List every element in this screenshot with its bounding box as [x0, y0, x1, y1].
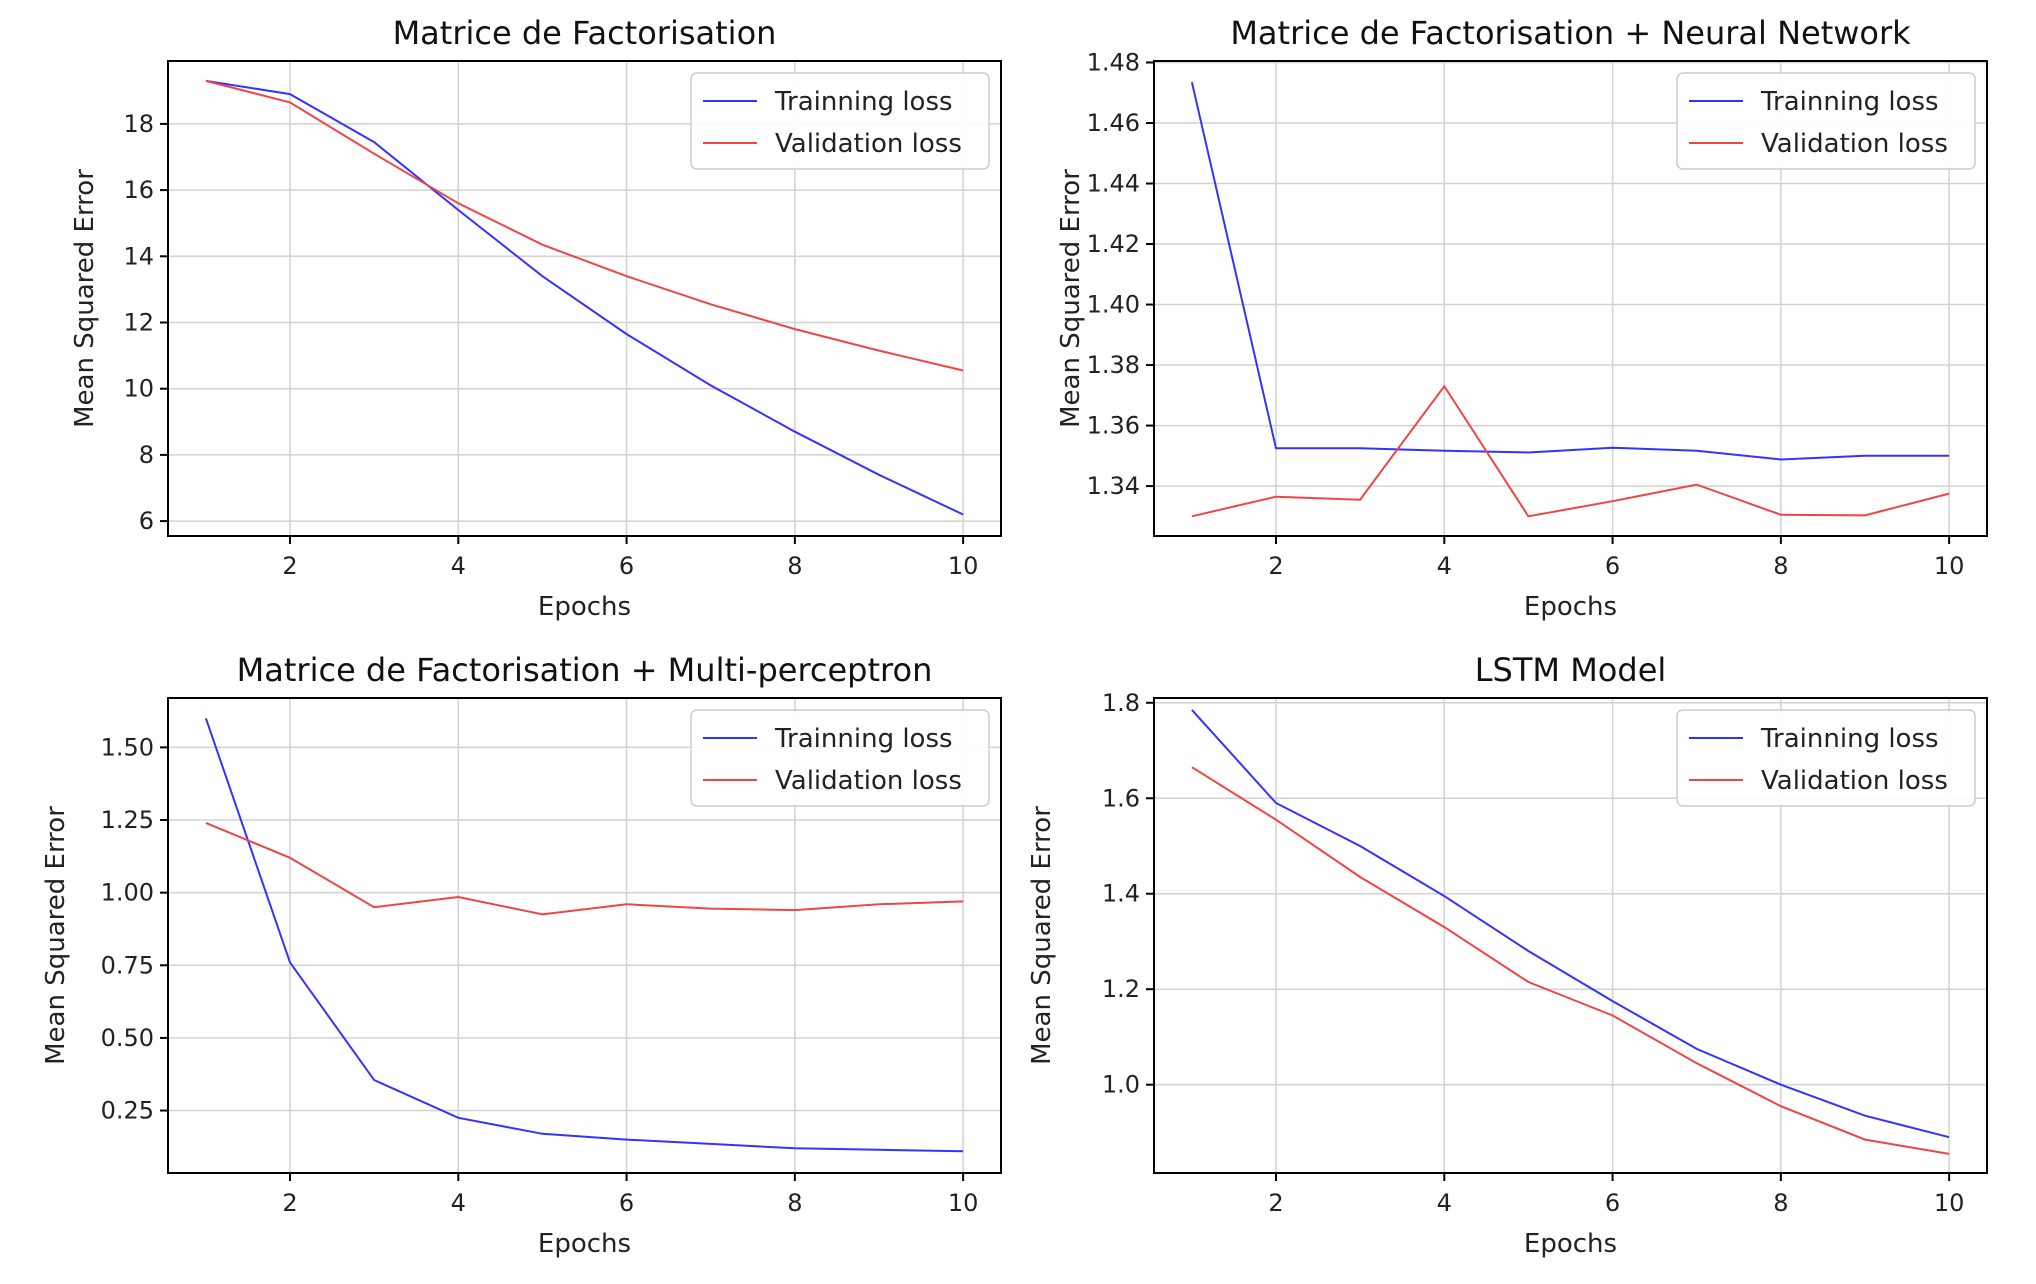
legend-label: Validation loss	[1761, 766, 1948, 796]
chart-title: Matrice de Factorisation + Multi-percept…	[237, 651, 933, 689]
x-tick-label: 6	[619, 552, 634, 580]
y-tick-label: 10	[123, 375, 154, 403]
y-tick-label: 1.36	[1087, 412, 1140, 440]
legend-label: Validation loss	[775, 129, 962, 159]
y-tick-label: 1.4	[1102, 880, 1140, 908]
y-tick-label: 1.00	[101, 879, 154, 907]
x-tick-label: 4	[451, 552, 466, 580]
y-tick-label: 8	[139, 441, 154, 469]
subplot-2: 2 4 6 8 10 1.34 1.36 1.38 1.40 1.42 1.44 1.46 1.48 Ma…	[1056, 14, 1988, 622]
chart-title: Matrice de Factorisation	[393, 14, 777, 52]
y-tick-label: 0.50	[101, 1024, 154, 1052]
subplot-4: 2 4 6 8 10 1.0 1.2 1.4 1.6 1.8 LSTM Model Epochs Mea…	[1027, 651, 1988, 1259]
chart-title: LSTM Model	[1475, 651, 1667, 689]
x-axis-label: Epochs	[538, 592, 631, 622]
x-tick-label: 8	[1773, 552, 1788, 580]
y-tick-label: 1.46	[1087, 109, 1140, 137]
legend: Trainning loss Validation loss	[690, 72, 990, 170]
y-tick-label: 12	[123, 308, 154, 336]
y-tick-label: 14	[123, 242, 154, 270]
x-tick-label: 6	[1605, 552, 1620, 580]
x-tick-label: 10	[948, 1189, 979, 1217]
x-tick-label: 2	[282, 552, 297, 580]
x-tick-label: 6	[1605, 1189, 1620, 1217]
legend-label: Trainning loss	[774, 87, 953, 117]
legend: Trainning loss Validation loss	[690, 709, 990, 807]
y-tick-label: 1.2	[1102, 975, 1140, 1003]
y-axis-label: Mean Squared Error	[41, 806, 71, 1065]
y-tick-label: 1.25	[101, 806, 154, 834]
series-line-validation-loss	[205, 821, 964, 916]
series-line-training-loss	[204, 717, 964, 1153]
y-tick-label: 0.75	[101, 951, 154, 979]
x-tick-label: 8	[787, 552, 802, 580]
legend-label: Trainning loss	[1760, 87, 1939, 117]
plot-frame	[1153, 697, 1988, 1174]
y-tick-label: 1.0	[1102, 1071, 1140, 1099]
legend-label: Trainning loss	[1760, 724, 1939, 754]
x-axis-label: Epochs	[538, 1229, 631, 1259]
x-axis-label: Epochs	[1524, 1229, 1617, 1259]
legend-box	[1676, 72, 1976, 170]
x-tick-label: 2	[1268, 552, 1283, 580]
y-axis-label: Mean Squared Error	[70, 169, 100, 428]
chart-title: Matrice de Factorisation + Neural Networ…	[1230, 14, 1911, 52]
plot-frame	[1153, 60, 1988, 537]
y-tick-label: 6	[139, 507, 154, 535]
subplot-3: 2 4 6 8 10 0.25 0.50 0.75 1.00 1.25 1.50 Matrice de…	[41, 651, 1002, 1259]
legend: Trainning loss Validation loss	[1676, 709, 1976, 807]
x-tick-label: 10	[1934, 552, 1965, 580]
y-tick-label: 1.34	[1087, 472, 1140, 500]
y-axis-label: Mean Squared Error	[1027, 806, 1057, 1065]
legend-label: Validation loss	[775, 766, 962, 796]
y-tick-label: 1.50	[101, 733, 154, 761]
series-line-validation-loss	[1191, 766, 1950, 1155]
y-tick-label: 1.8	[1102, 689, 1140, 717]
legend-label: Trainning loss	[774, 724, 953, 754]
x-tick-label: 2	[282, 1189, 297, 1217]
series-line-training-loss	[1190, 81, 1950, 461]
x-tick-label: 8	[1773, 1189, 1788, 1217]
legend-label: Validation loss	[1761, 129, 1948, 159]
plot-frame	[167, 697, 1002, 1174]
y-tick-label: 1.40	[1087, 291, 1140, 319]
y-tick-label: 1.48	[1087, 49, 1140, 77]
legend-box	[690, 72, 990, 170]
plot-frame	[167, 60, 1002, 537]
x-tick-label: 4	[1437, 1189, 1452, 1217]
x-tick-label: 4	[1437, 552, 1452, 580]
x-tick-label: 6	[619, 1189, 634, 1217]
subplot-1: 2 4 6 8 10 6 8 10 12 14 16 18 Matrice de Factorisati…	[70, 14, 1002, 622]
y-tick-label: 16	[123, 176, 154, 204]
x-axis-label: Epochs	[1524, 592, 1617, 622]
y-tick-label: 1.44	[1087, 170, 1140, 198]
legend: Trainning loss Validation loss	[1676, 72, 1976, 170]
legend-box	[690, 709, 990, 807]
y-tick-label: 0.25	[101, 1097, 154, 1125]
x-tick-label: 10	[948, 552, 979, 580]
x-tick-label: 2	[1268, 1189, 1283, 1217]
y-axis-label: Mean Squared Error	[1056, 169, 1086, 428]
y-tick-label: 1.38	[1087, 351, 1140, 379]
x-tick-label: 8	[787, 1189, 802, 1217]
legend-box	[1676, 709, 1976, 807]
y-tick-label: 1.6	[1102, 784, 1140, 812]
series-line-validation-loss	[205, 79, 964, 372]
series-line-validation-loss	[1191, 384, 1950, 518]
x-tick-label: 10	[1934, 1189, 1965, 1217]
y-tick-label: 1.42	[1087, 230, 1140, 258]
y-tick-label: 18	[123, 110, 154, 138]
series-line-training-loss	[1191, 709, 1950, 1139]
series-line-training-loss	[205, 79, 964, 516]
x-tick-label: 4	[451, 1189, 466, 1217]
